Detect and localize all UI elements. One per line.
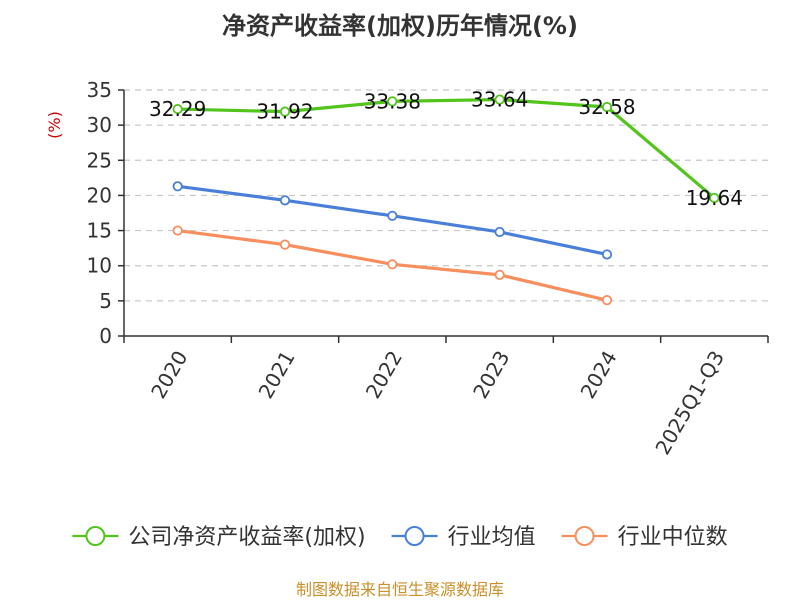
series-line [176, 97, 716, 200]
data-point[interactable] [601, 295, 613, 306]
legend-item[interactable]: 行业中位数 [561, 525, 728, 550]
x-tick-label: 2024 [575, 347, 621, 403]
source-note: 制图数据来自恒生聚源数据库 [296, 580, 504, 599]
y-tick-label: 35 [87, 78, 112, 102]
data-point[interactable] [172, 181, 183, 192]
legend: 公司净资产收益率(加权) 行业均值 行业中位数 [72, 525, 728, 550]
legend-label: 行业中位数 [618, 525, 728, 550]
x-tick-label: 2022 [361, 347, 407, 403]
data-labels: 32.29 31.92 33.38 33.64 32.58 19.64 [149, 88, 743, 210]
data-point[interactable] [172, 103, 183, 115]
y-tick-label: 25 [87, 148, 112, 172]
data-point[interactable] [494, 94, 505, 105]
data-point[interactable] [494, 269, 505, 280]
data-label: 19.64 [686, 186, 743, 210]
gridlines [124, 89, 768, 302]
y-tick-label: 30 [87, 113, 112, 137]
series-2 [172, 181, 613, 260]
data-point[interactable] [279, 239, 291, 250]
y-tick-label: 20 [87, 183, 112, 207]
legend-marker-icon [404, 526, 425, 546]
series-3 [172, 225, 613, 306]
data-label: 32.58 [578, 95, 635, 119]
series-1 [172, 94, 720, 204]
data-label: 31.92 [256, 100, 313, 124]
legend-item[interactable]: 行业均值 [391, 525, 536, 550]
legend-item[interactable]: 公司净资产收益率(加权) [72, 525, 366, 550]
y-tick-label: 0 [99, 324, 112, 348]
y-tick-label: 15 [87, 219, 112, 243]
y-tick-label: 10 [87, 254, 112, 278]
x-tick-label: 2023 [468, 346, 514, 402]
data-point[interactable] [172, 225, 183, 236]
data-point[interactable] [601, 101, 613, 113]
data-point[interactable] [494, 226, 505, 238]
y-tick-label: 5 [99, 289, 112, 313]
series-lines [172, 94, 720, 306]
data-point[interactable] [709, 192, 720, 204]
legend-marker-icon [85, 526, 106, 546]
data-point[interactable] [279, 195, 291, 206]
data-label: 32.29 [149, 97, 206, 121]
data-point[interactable] [279, 106, 291, 117]
data-label: 33.38 [364, 89, 421, 113]
data-label: 33.64 [471, 88, 528, 112]
legend-label: 公司净资产收益率(加权) [128, 525, 365, 550]
y-axis-unit-label: (%) [45, 111, 64, 139]
x-tick-label: 2025Q1-Q3 [650, 347, 729, 459]
data-point[interactable] [387, 210, 398, 221]
x-tick-label: 2020 [146, 347, 192, 403]
data-point[interactable] [601, 249, 613, 260]
data-point[interactable] [387, 259, 398, 270]
x-tick-label: 2021 [253, 347, 299, 403]
chart-title: 净资产收益率(加权)历年情况(%) [222, 12, 578, 40]
legend-marker-icon [574, 526, 595, 546]
legend-label: 行业均值 [448, 525, 536, 550]
data-point[interactable] [387, 96, 398, 107]
